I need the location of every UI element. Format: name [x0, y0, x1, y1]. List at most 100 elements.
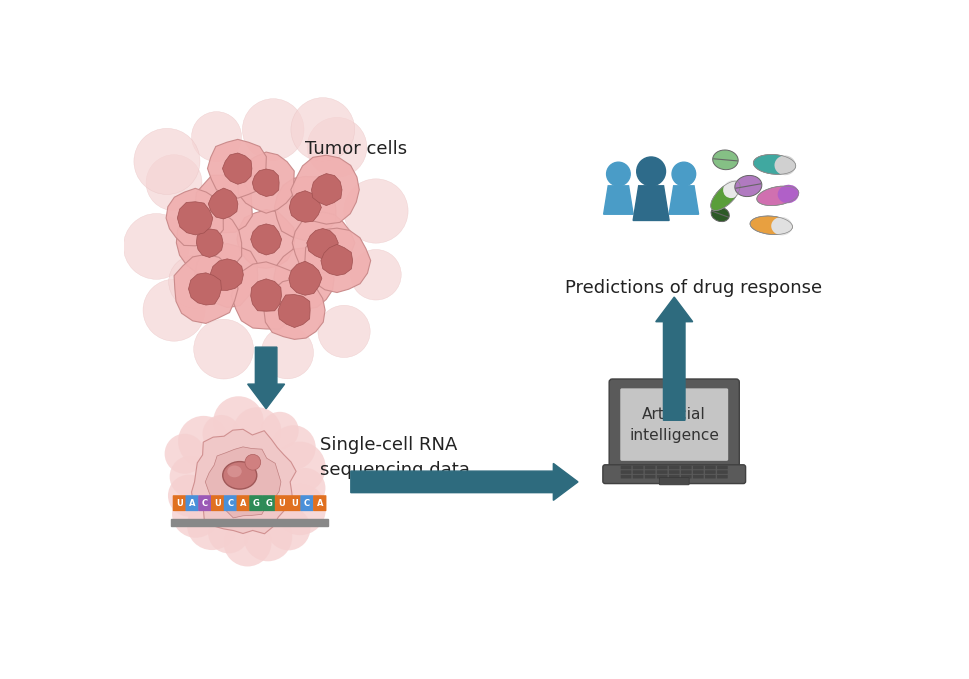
FancyBboxPatch shape: [224, 495, 236, 511]
Bar: [171, 519, 328, 526]
Ellipse shape: [710, 206, 729, 221]
Text: C: C: [227, 498, 234, 508]
Polygon shape: [306, 229, 338, 259]
Polygon shape: [304, 228, 370, 293]
FancyBboxPatch shape: [609, 379, 738, 470]
Circle shape: [146, 155, 202, 210]
Text: G: G: [252, 498, 259, 508]
FancyBboxPatch shape: [656, 466, 667, 469]
FancyBboxPatch shape: [236, 495, 250, 511]
Polygon shape: [195, 175, 252, 233]
FancyBboxPatch shape: [704, 471, 715, 474]
Circle shape: [168, 475, 210, 517]
Circle shape: [207, 512, 249, 553]
Text: A: A: [189, 498, 195, 508]
Circle shape: [672, 162, 695, 186]
Polygon shape: [291, 155, 359, 224]
Polygon shape: [669, 186, 698, 215]
FancyBboxPatch shape: [287, 495, 300, 511]
Circle shape: [307, 117, 366, 177]
Circle shape: [233, 407, 281, 456]
Polygon shape: [250, 279, 281, 311]
Polygon shape: [289, 261, 322, 295]
Circle shape: [203, 415, 240, 453]
FancyBboxPatch shape: [704, 466, 715, 469]
FancyBboxPatch shape: [602, 465, 745, 483]
Ellipse shape: [749, 216, 792, 234]
Polygon shape: [222, 153, 252, 184]
FancyBboxPatch shape: [716, 475, 727, 479]
Polygon shape: [633, 186, 669, 221]
FancyBboxPatch shape: [644, 471, 655, 474]
Circle shape: [266, 507, 310, 551]
Circle shape: [191, 111, 241, 162]
FancyBboxPatch shape: [619, 388, 728, 461]
Text: U: U: [291, 498, 297, 508]
Polygon shape: [208, 188, 237, 219]
Text: Artificial
intelligence: Artificial intelligence: [629, 407, 718, 443]
Ellipse shape: [777, 185, 798, 203]
Circle shape: [165, 434, 204, 474]
Ellipse shape: [753, 154, 795, 175]
Polygon shape: [237, 152, 294, 213]
Text: Predictions of drug response: Predictions of drug response: [564, 279, 821, 297]
FancyBboxPatch shape: [620, 471, 631, 474]
Circle shape: [274, 441, 326, 493]
FancyBboxPatch shape: [185, 495, 199, 511]
FancyBboxPatch shape: [632, 471, 642, 474]
FancyBboxPatch shape: [680, 471, 691, 474]
FancyBboxPatch shape: [620, 475, 631, 479]
FancyBboxPatch shape: [656, 475, 667, 479]
FancyBboxPatch shape: [716, 466, 727, 469]
Text: A: A: [316, 498, 323, 508]
Text: A: A: [239, 498, 246, 508]
FancyBboxPatch shape: [249, 495, 263, 511]
Text: U: U: [278, 498, 285, 508]
Circle shape: [194, 319, 253, 379]
Polygon shape: [176, 209, 241, 278]
Ellipse shape: [770, 217, 792, 236]
Polygon shape: [209, 259, 243, 291]
Polygon shape: [311, 174, 342, 206]
FancyBboxPatch shape: [632, 475, 642, 479]
Ellipse shape: [223, 462, 257, 489]
FancyBboxPatch shape: [656, 471, 667, 474]
Polygon shape: [231, 262, 298, 329]
Polygon shape: [655, 297, 692, 420]
Circle shape: [142, 279, 204, 341]
Text: U: U: [214, 498, 221, 508]
FancyBboxPatch shape: [680, 466, 691, 469]
FancyBboxPatch shape: [692, 471, 703, 474]
Polygon shape: [247, 347, 284, 409]
Polygon shape: [273, 248, 333, 310]
Polygon shape: [207, 139, 266, 198]
FancyBboxPatch shape: [669, 466, 679, 469]
Polygon shape: [236, 210, 295, 268]
FancyBboxPatch shape: [300, 495, 313, 511]
Polygon shape: [252, 169, 279, 196]
Ellipse shape: [722, 180, 740, 198]
Ellipse shape: [735, 175, 761, 197]
Circle shape: [636, 157, 665, 186]
FancyBboxPatch shape: [262, 495, 275, 511]
Circle shape: [273, 483, 326, 535]
FancyBboxPatch shape: [644, 466, 655, 469]
FancyBboxPatch shape: [704, 475, 715, 479]
FancyBboxPatch shape: [692, 466, 703, 469]
Circle shape: [134, 128, 200, 194]
FancyBboxPatch shape: [692, 475, 703, 479]
Circle shape: [285, 468, 326, 509]
FancyBboxPatch shape: [669, 471, 679, 474]
Ellipse shape: [227, 466, 241, 477]
Polygon shape: [166, 188, 223, 246]
Text: U: U: [175, 498, 182, 508]
Polygon shape: [292, 212, 355, 273]
Polygon shape: [188, 273, 221, 305]
Circle shape: [350, 249, 401, 300]
Circle shape: [123, 213, 189, 279]
Polygon shape: [321, 244, 353, 276]
Ellipse shape: [710, 181, 739, 210]
Polygon shape: [205, 447, 281, 518]
Polygon shape: [351, 463, 578, 500]
Ellipse shape: [756, 186, 798, 206]
